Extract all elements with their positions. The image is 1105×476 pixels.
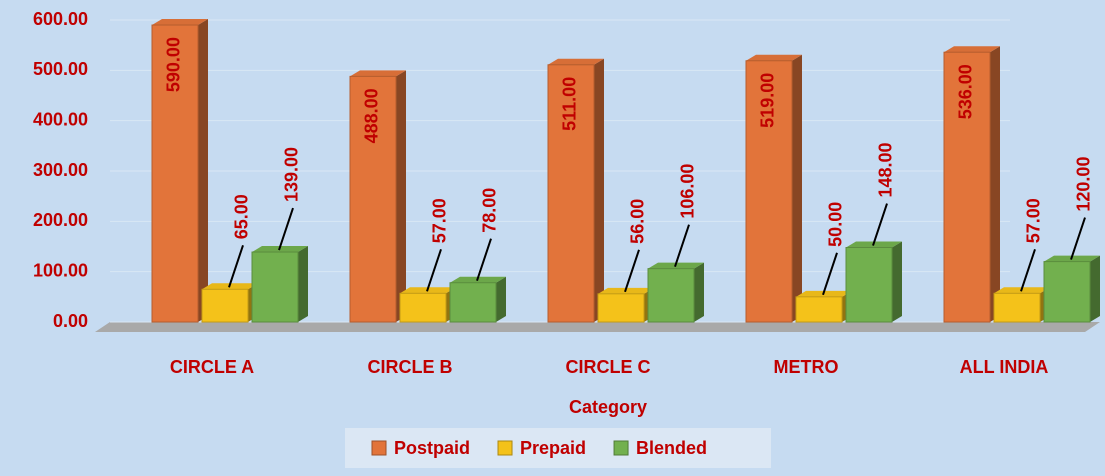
bar	[201, 288, 249, 323]
bar	[1043, 261, 1091, 323]
x-tick-label: CIRCLE A	[170, 357, 254, 377]
bar	[349, 75, 397, 323]
bar-side	[694, 262, 704, 322]
x-tick-label: CIRCLE C	[566, 357, 651, 377]
bar	[449, 282, 497, 323]
bar	[251, 251, 299, 323]
leader-line	[228, 244, 244, 288]
bar-side	[198, 19, 208, 323]
y-tick-label: 300.00	[33, 160, 88, 180]
bar-side	[496, 276, 506, 322]
bar	[745, 60, 793, 323]
bar-top	[944, 46, 1000, 53]
data-label: 57.00	[1024, 198, 1044, 243]
data-label: 536.00	[956, 64, 976, 119]
data-label: 78.00	[480, 188, 500, 233]
bar-top	[350, 70, 406, 77]
x-tick-label: METRO	[774, 357, 839, 377]
bar	[399, 292, 447, 323]
bar	[151, 24, 199, 323]
data-label: 57.00	[430, 198, 450, 243]
legend-label: Postpaid	[394, 438, 470, 458]
y-tick-label: 400.00	[33, 109, 88, 129]
data-label: 488.00	[362, 88, 382, 143]
data-label: 511.00	[560, 77, 580, 131]
bar-side	[1090, 255, 1100, 322]
bar	[647, 268, 695, 323]
leader-line	[872, 203, 888, 246]
bar-side	[298, 246, 308, 322]
leader-line	[1020, 248, 1036, 292]
bar-top	[746, 54, 802, 61]
data-label: 120.00	[1074, 157, 1094, 212]
bar	[845, 247, 893, 323]
legend-swatch	[497, 440, 513, 456]
y-tick-label: 0.00	[53, 311, 88, 331]
x-tick-label: CIRCLE B	[368, 357, 453, 377]
floor	[95, 322, 1100, 332]
data-label: 139.00	[282, 147, 302, 202]
leader-line	[476, 238, 492, 282]
bar	[795, 296, 843, 323]
legend-swatch	[371, 440, 387, 456]
bar	[597, 293, 645, 323]
bar-side	[892, 241, 902, 322]
leader-line	[278, 207, 294, 251]
y-tick-label: 600.00	[33, 9, 88, 29]
leader-line	[1070, 217, 1086, 260]
legend	[345, 428, 771, 468]
data-label: 519.00	[758, 73, 778, 128]
legend-label: Prepaid	[520, 438, 586, 458]
data-label: 148.00	[876, 142, 896, 197]
data-label: 56.00	[628, 199, 648, 244]
leader-line	[624, 249, 640, 293]
data-label: 106.00	[678, 164, 698, 219]
x-tick-label: ALL INDIA	[960, 357, 1049, 377]
y-tick-label: 200.00	[33, 210, 88, 230]
bar-side	[990, 46, 1000, 323]
data-label: 65.00	[232, 194, 252, 239]
bar-top	[548, 58, 604, 65]
bar	[993, 292, 1041, 323]
bar-side	[792, 54, 802, 323]
leader-line	[426, 248, 442, 292]
leader-line	[674, 224, 690, 267]
bar-side	[396, 70, 406, 322]
leader-line	[822, 252, 838, 296]
data-label: 50.00	[826, 202, 846, 247]
legend-swatch	[613, 440, 629, 456]
bar-side	[594, 58, 604, 323]
bar	[547, 64, 595, 323]
y-tick-label: 500.00	[33, 59, 88, 79]
y-tick-label: 100.00	[33, 260, 88, 280]
x-axis-title: Category	[569, 397, 647, 417]
legend-label: Blended	[636, 438, 707, 458]
data-label: 590.00	[164, 37, 184, 92]
bar-top	[152, 19, 208, 26]
bar	[943, 51, 991, 323]
